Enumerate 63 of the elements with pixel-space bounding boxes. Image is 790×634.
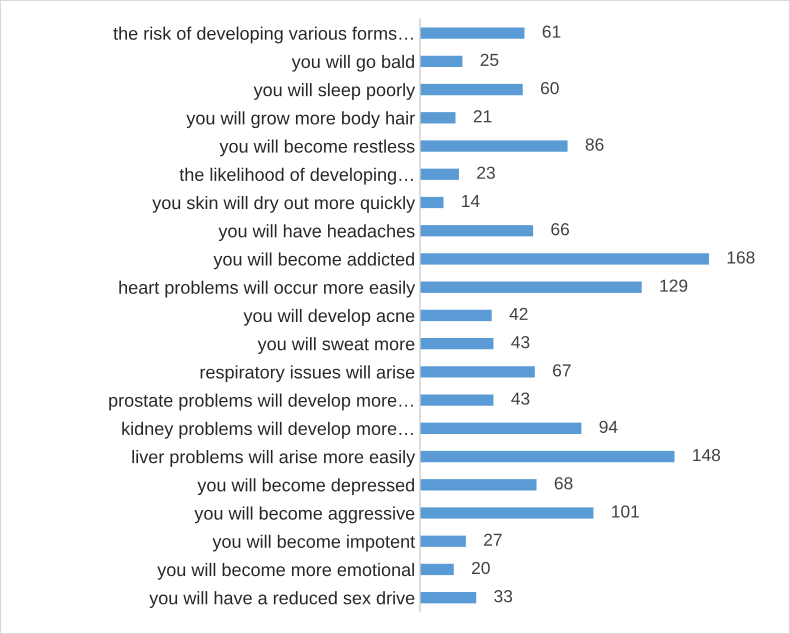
data-label: 21 bbox=[474, 110, 492, 122]
data-label: 67 bbox=[553, 364, 571, 377]
bar bbox=[420, 562, 456, 577]
bar bbox=[420, 110, 457, 125]
y-tick-label: kidney problems will develop more… bbox=[122, 422, 413, 439]
bar bbox=[420, 195, 445, 210]
y-tick-label: the likelihood of developing… bbox=[180, 168, 413, 185]
bar bbox=[420, 450, 676, 464]
bar bbox=[420, 26, 526, 40]
data-label: 42 bbox=[509, 308, 528, 320]
bar bbox=[420, 478, 538, 492]
y-tick-label: you will sweat more bbox=[258, 337, 414, 354]
y-tick-label: heart problems will occur more easily bbox=[119, 280, 416, 298]
data-label: 14 bbox=[462, 195, 480, 207]
y-tick-label: you will become aggressive bbox=[194, 506, 414, 524]
bar bbox=[420, 590, 478, 605]
bar bbox=[420, 336, 495, 351]
bar bbox=[420, 82, 524, 97]
y-tick-label: you will become addicted bbox=[213, 252, 414, 270]
bar bbox=[420, 280, 644, 294]
bar bbox=[420, 364, 536, 379]
y-tick-label: liver problems will arise more easily bbox=[132, 450, 416, 467]
y-tick-label: you skin will dry out more quickly bbox=[152, 196, 416, 213]
bar bbox=[420, 139, 569, 154]
data-label: 129 bbox=[660, 280, 688, 292]
data-label: 61 bbox=[542, 26, 560, 38]
data-label: 168 bbox=[728, 251, 755, 264]
data-label: 148 bbox=[693, 448, 720, 462]
data-label: 43 bbox=[511, 392, 530, 405]
data-label: 33 bbox=[494, 590, 512, 602]
bar bbox=[420, 54, 464, 68]
y-tick-label: you will develop acne bbox=[244, 308, 414, 326]
data-label: 68 bbox=[554, 477, 572, 490]
bar bbox=[420, 421, 583, 436]
data-label: 86 bbox=[586, 138, 604, 151]
data-label: 60 bbox=[541, 82, 559, 94]
y-tick-label: you will have headaches bbox=[218, 224, 414, 242]
y-tick-label: respiratory issues will arise bbox=[200, 365, 414, 382]
y-tick-label: you will go bald bbox=[292, 54, 414, 72]
y-tick-label: you will become restless bbox=[220, 140, 414, 156]
bar bbox=[420, 167, 460, 182]
data-label: 27 bbox=[484, 534, 502, 546]
bar bbox=[420, 224, 534, 238]
bar bbox=[420, 534, 468, 548]
y-tick-label: prostate problems will develop more… bbox=[109, 394, 413, 410]
data-label: 43 bbox=[511, 336, 530, 348]
data-label: 23 bbox=[477, 166, 495, 179]
y-tick-label: you will become depressed bbox=[197, 478, 414, 496]
y-tick-label: you will grow more body hair bbox=[186, 111, 415, 128]
data-label: 20 bbox=[472, 562, 490, 574]
bar bbox=[420, 252, 710, 266]
bar bbox=[420, 506, 595, 520]
data-label: 101 bbox=[612, 505, 639, 518]
data-label: 66 bbox=[551, 223, 570, 236]
y-tick-label: the risk of developing various forms… bbox=[113, 26, 413, 44]
y-tick-label: you will have a reduced sex drive bbox=[149, 591, 414, 608]
bar bbox=[420, 393, 495, 408]
y-tick-label: you will become impotent bbox=[212, 534, 416, 552]
y-tick-label: you will become more emotional bbox=[157, 562, 414, 580]
data-label: 25 bbox=[480, 54, 498, 66]
y-tick-label: you will sleep poorly bbox=[254, 83, 416, 100]
data-label: 94 bbox=[600, 420, 618, 433]
bar bbox=[420, 308, 494, 322]
